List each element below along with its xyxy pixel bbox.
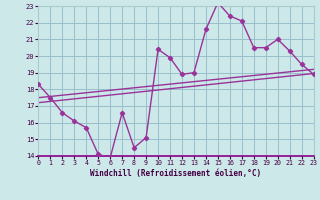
X-axis label: Windchill (Refroidissement éolien,°C): Windchill (Refroidissement éolien,°C) bbox=[91, 169, 261, 178]
